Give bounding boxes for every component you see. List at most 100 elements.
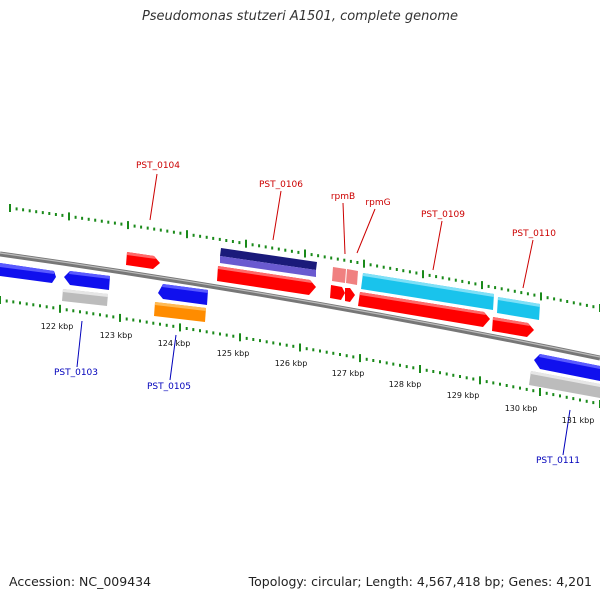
gene-label-pst-0110[interactable]: PST_0110: [512, 229, 556, 239]
minor-tick: [402, 269, 405, 273]
minor-tick: [382, 265, 385, 269]
gene-pst-0106-arrow[interactable]: [217, 266, 316, 295]
minor-tick: [94, 218, 97, 222]
gene-pst-0105-cds[interactable]: [154, 302, 206, 322]
minor-tick: [145, 320, 148, 324]
minor-tick: [525, 387, 528, 391]
minor-tick: [159, 322, 161, 326]
minor-tick: [290, 249, 293, 253]
minor-tick: [251, 243, 254, 247]
minor-tick: [565, 395, 568, 399]
kbp-label: 131 kbp: [562, 416, 595, 425]
minor-tick: [279, 342, 281, 346]
minor-tick: [487, 284, 490, 288]
kbp-label: 122 kbp: [41, 322, 74, 331]
major-tick: [179, 323, 181, 332]
minor-tick: [459, 375, 461, 378]
minor-tick: [271, 246, 274, 250]
minor-tick: [297, 250, 300, 254]
minor-tick: [212, 331, 215, 335]
major-tick: [186, 230, 188, 239]
minor-tick: [199, 234, 202, 238]
major-tick: [540, 292, 542, 301]
kbp-label: 124 kbp: [158, 339, 191, 348]
accession-text: Accession: NC_009434: [9, 574, 152, 589]
gene-label-rpmg[interactable]: rpmG: [365, 198, 390, 208]
gene-pst-0109-arrow[interactable]: [358, 292, 490, 327]
minor-tick: [92, 312, 95, 316]
minor-tick: [54, 213, 57, 216]
gene-label-pst-0105[interactable]: PST_0105: [147, 382, 191, 392]
minor-tick: [81, 216, 84, 220]
minor-tick: [428, 273, 431, 277]
gene-pst-0102-arrow[interactable]: [0, 263, 56, 283]
minor-tick: [579, 302, 582, 306]
minor-tick: [252, 338, 255, 341]
major-tick: [539, 388, 541, 396]
gene-pst-0111-arrow[interactable]: [534, 354, 600, 381]
minor-tick: [172, 324, 175, 328]
gene-label-pst-0103[interactable]: PST_0103: [54, 368, 98, 378]
minor-tick: [352, 355, 355, 359]
leader-lines: [76, 173, 571, 456]
minor-tick: [146, 226, 149, 230]
minor-tick: [65, 308, 68, 312]
minor-tick: [15, 207, 18, 211]
minor-tick: [408, 270, 411, 274]
gene-rpmb-misc[interactable]: [332, 267, 358, 285]
major-tick: [127, 221, 129, 230]
gene-pst-0110-cds[interactable]: [497, 297, 540, 320]
minor-tick: [172, 230, 175, 234]
minor-tick: [87, 217, 90, 221]
gene-label-rpmb[interactable]: rpmB: [331, 192, 355, 202]
gene-pst-0106-misc[interactable]: [220, 248, 317, 277]
minor-tick: [32, 303, 35, 307]
gene-pst-0103-cds[interactable]: [62, 289, 108, 306]
minor-tick: [559, 394, 561, 398]
minor-tick: [349, 259, 352, 263]
minor-tick: [22, 208, 25, 212]
minor-tick: [105, 314, 108, 318]
gene-pst-0109-cds[interactable]: [361, 273, 494, 310]
minor-tick: [85, 311, 88, 315]
outer-tick-track: [9, 204, 600, 312]
gene-rpmb-arrow[interactable]: [330, 285, 345, 300]
kbp-label: 128 kbp: [389, 380, 422, 389]
gene-pst-0111-cds[interactable]: [529, 371, 600, 398]
minor-tick: [365, 357, 368, 361]
gene-pst-0104-arrow[interactable]: [126, 252, 160, 269]
minor-tick: [48, 212, 51, 215]
minor-tick: [546, 296, 549, 300]
minor-tick: [165, 323, 168, 327]
major-tick: [419, 365, 421, 373]
minor-tick: [572, 397, 575, 401]
gene-rpmg-arrow[interactable]: [345, 288, 355, 302]
minor-tick: [520, 291, 523, 295]
minor-tick: [292, 344, 295, 348]
minor-tick: [585, 399, 588, 403]
gene-label-pst-0104[interactable]: PST_0104: [136, 161, 180, 171]
gene-label-pst-0109[interactable]: PST_0109: [421, 210, 465, 220]
minor-tick: [238, 241, 241, 245]
minor-tick: [323, 255, 326, 259]
minor-tick: [552, 393, 555, 397]
gene-label-pst-0111[interactable]: PST_0111: [536, 456, 580, 466]
minor-tick: [345, 354, 348, 358]
minor-tick: [330, 256, 333, 260]
major-tick: [479, 376, 481, 385]
kbp-label: 129 kbp: [447, 391, 480, 400]
gene-pst-0110-arrow[interactable]: [492, 317, 534, 337]
minor-tick: [325, 350, 328, 354]
major-tick: [59, 304, 61, 313]
minor-tick: [218, 237, 221, 241]
kbp-label: 125 kbp: [217, 349, 250, 358]
minor-tick: [258, 244, 261, 248]
gene-pst-0103-arrow[interactable]: [64, 271, 110, 290]
minor-tick: [499, 382, 501, 386]
minor-tick: [439, 371, 441, 375]
gene-pst-0105-arrow[interactable]: [158, 284, 208, 305]
map-title: Pseudomonas stutzeri A1501, complete gen…: [141, 9, 459, 24]
minor-tick: [336, 257, 339, 261]
minor-tick: [245, 336, 248, 340]
gene-label-pst-0106[interactable]: PST_0106: [259, 180, 303, 190]
